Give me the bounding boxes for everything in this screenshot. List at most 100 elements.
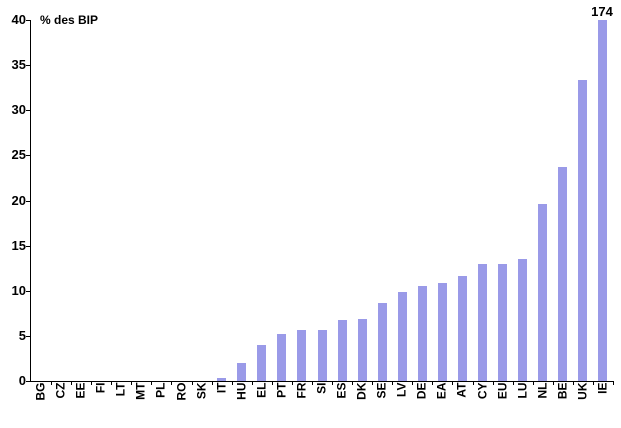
y-axis-tick [26,65,30,66]
bar-EL [257,345,266,381]
x-axis-label-EA: EA [434,382,449,400]
bar-PT [277,334,286,381]
x-axis-label-LT: LT [113,382,128,397]
x-axis-tick [332,381,333,385]
x-axis-label-AT: AT [454,382,469,398]
x-axis-tick [151,381,152,385]
x-axis-label-ES: ES [334,382,349,399]
bar-NL [538,204,547,381]
x-axis-label-NL: NL [535,382,550,399]
plot-area: BG CZ EE FI LT MT PL RO SK IT HU EL PT FR SI ES DK SE LV DE… [26,20,614,401]
y-axis-tick-label-0: 0 [18,373,26,388]
x-axis-tick [212,381,213,385]
y-axis-tick-label-20: 20 [11,193,26,208]
bar-SI [318,330,327,381]
y-axis-tick [26,381,30,382]
x-axis-tick [573,381,574,385]
x-axis-tick [553,381,554,385]
x-axis-tick [352,381,353,385]
y-axis-tick [26,246,30,247]
y-axis-tick-label-15: 15 [11,238,26,253]
x-axis-tick [91,381,92,385]
bar-value-annotation: 174 [591,4,613,19]
bar-HU [237,363,246,381]
bar-AT [458,276,467,381]
x-axis-tick [252,381,253,385]
x-axis-tick [452,381,453,385]
x-axis-label-DK: DK [354,382,369,400]
x-axis-tick [272,381,273,385]
x-axis-label-IT: IT [214,382,229,394]
bar-SE [378,303,387,381]
x-axis-tick [473,381,474,385]
x-axis-tick [412,381,413,385]
bar-LV [398,292,407,381]
x-axis-tick [593,381,594,385]
x-axis-tick [131,381,132,385]
x-axis-tick [432,381,433,385]
x-axis-tick [372,381,373,385]
x-axis-label-CZ: CZ [53,382,68,399]
x-axis-tick [192,381,193,385]
x-axis-label-RO: RO [174,382,189,401]
x-axis-label-EE: EE [73,382,88,399]
x-axis-tick [292,381,293,385]
y-axis-tick-label-40: 40 [11,12,26,27]
x-axis-label-HU: HU [234,382,249,400]
y-axis-tick-label-5: 5 [18,328,26,343]
y-axis-tick-label-25: 25 [11,147,26,162]
x-axis-tick [513,381,514,385]
x-axis-tick [51,381,52,385]
y-axis-tick-label-30: 30 [11,102,26,117]
x-axis-label-CY: CY [475,382,490,400]
bar-DK [358,319,367,381]
x-axis-label-FI: FI [93,382,108,394]
y-axis-tick-label-35: 35 [11,57,26,72]
bar-IT [217,378,226,381]
bar-DE [418,286,427,381]
x-axis-label-PT: PT [274,382,289,398]
x-axis-label-FR: FR [294,382,309,399]
bar-IE [598,20,607,381]
x-axis-tick [493,381,494,385]
y-axis-tick-label-10: 10 [11,283,26,298]
x-axis-label-LU: LU [515,382,530,399]
x-axis-label-EL: EL [254,382,269,398]
bar-EA [438,283,447,381]
y-axis-tick [26,336,30,337]
x-axis-label-PL: PL [153,382,168,398]
y-axis-tick [26,20,30,21]
x-axis-tick [232,381,233,385]
x-axis-label-SK: SK [194,382,209,400]
x-axis-tick [533,381,534,385]
x-axis-label-UK: UK [575,382,590,400]
x-axis-tick [392,381,393,385]
x-axis-label-MT: MT [133,382,148,400]
x-axis-tick [312,381,313,385]
bar-ES [338,320,347,381]
x-axis-label-LV: LV [394,382,409,397]
y-axis-tick [26,110,30,111]
bar-CY [478,264,487,381]
chart-title: % des BIP [40,13,99,27]
x-axis-tick [71,381,72,385]
y-axis-tick [26,291,30,292]
x-axis-label-EU: EU [495,382,510,400]
bar-UK [578,80,587,381]
x-axis-label-BG: BG [33,382,48,401]
bar-EU [498,264,507,381]
x-axis-tick [613,381,614,385]
bar-FR [297,330,306,381]
x-axis-label-SI: SI [314,382,329,394]
x-axis-label-SE: SE [374,382,389,399]
x-axis-label-BE: BE [555,382,570,400]
x-axis-label-IE: IE [595,382,610,394]
x-axis-tick [171,381,172,385]
y-axis-tick [26,155,30,156]
bar-LU [518,259,527,381]
x-axis-label-DE: DE [414,382,429,400]
x-axis-tick [111,381,112,385]
y-axis-tick [26,201,30,202]
bar-BE [558,167,567,381]
